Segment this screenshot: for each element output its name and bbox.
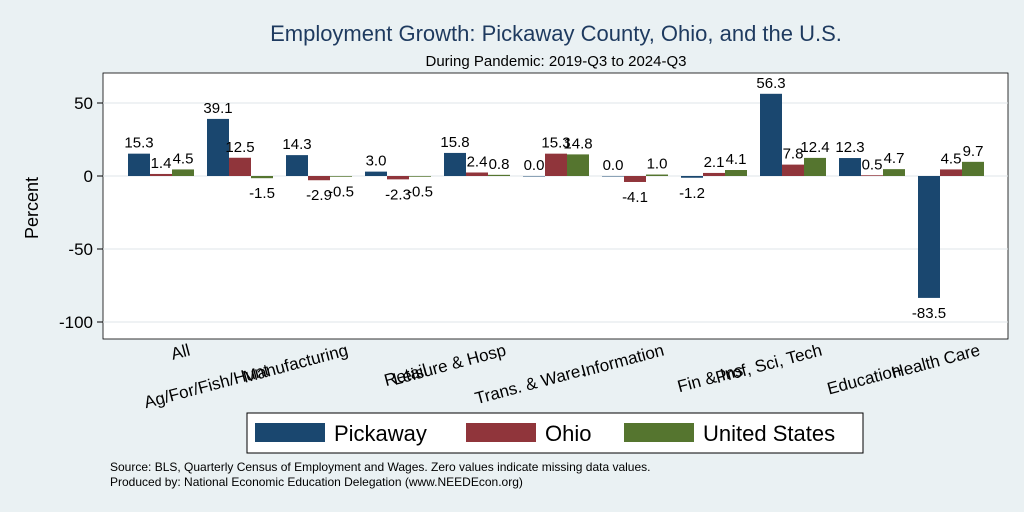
bar-united-states xyxy=(409,176,431,177)
legend-swatch xyxy=(624,423,694,442)
data-label: 2.4 xyxy=(467,153,488,170)
data-label: 1.0 xyxy=(647,156,668,173)
legend-box xyxy=(246,412,864,454)
data-label: 0.0 xyxy=(603,157,624,174)
y-tick-label: 50 xyxy=(74,94,93,113)
bar-united-states xyxy=(567,154,589,176)
bar-united-states xyxy=(172,169,194,176)
data-label: -1.5 xyxy=(249,185,275,202)
y-axis: 50 0 -50 -100 xyxy=(59,94,103,332)
data-label: -0.5 xyxy=(328,184,354,201)
bar-pickaway xyxy=(839,158,861,176)
data-label: 12.3 xyxy=(835,139,864,156)
producer-note: Produced by: National Economic Education… xyxy=(110,475,523,489)
bar-united-states xyxy=(883,169,905,176)
bar-pickaway xyxy=(444,152,466,176)
data-label: -2.3 xyxy=(385,186,411,203)
bar-ohio xyxy=(466,172,488,176)
x-tick-label: All xyxy=(169,341,192,364)
bar-ohio xyxy=(940,169,962,176)
data-label: 56.3 xyxy=(756,75,785,92)
data-label: 15.3 xyxy=(124,135,153,152)
bar-pickaway xyxy=(681,176,703,178)
bar-ohio xyxy=(703,172,725,176)
data-label: 4.7 xyxy=(884,150,905,167)
bar-pickaway xyxy=(918,176,940,298)
data-label: 14.8 xyxy=(563,135,592,152)
data-label: 2.1 xyxy=(704,154,725,171)
data-label: 15.3 xyxy=(541,135,570,152)
bar-pickaway xyxy=(286,155,308,176)
legend-label: Ohio xyxy=(545,421,591,446)
bar-united-states xyxy=(251,176,273,179)
bar-pickaway xyxy=(128,153,150,176)
data-label: 12.5 xyxy=(225,139,254,156)
data-label: -2.9 xyxy=(306,187,332,204)
plot-area xyxy=(102,72,1009,340)
data-label: 15.8 xyxy=(440,134,469,151)
legend-swatch xyxy=(466,423,536,442)
data-label: 14.3 xyxy=(282,136,311,153)
bar-ohio xyxy=(150,173,172,176)
bar-united-states xyxy=(646,174,668,176)
legend-label: United States xyxy=(703,421,835,446)
data-label: 9.7 xyxy=(963,143,984,160)
legend-label: Pickaway xyxy=(334,421,427,446)
data-label: -0.5 xyxy=(407,184,433,201)
bar-pickaway xyxy=(760,93,782,176)
chart-title: Employment Growth: Pickaway County, Ohio… xyxy=(270,21,842,46)
bar-ohio xyxy=(861,175,883,176)
data-label: -83.5 xyxy=(912,305,946,322)
data-label: 4.1 xyxy=(726,151,747,168)
chart-subtitle: During Pandemic: 2019-Q3 to 2024-Q3 xyxy=(426,53,687,70)
bar-ohio xyxy=(308,176,330,181)
data-label: 12.4 xyxy=(800,139,829,156)
data-label: 0.8 xyxy=(489,156,510,173)
y-axis-label: Percent xyxy=(22,177,42,239)
source-note: Source: BLS, Quarterly Census of Employm… xyxy=(110,460,651,474)
y-tick-label: 0 xyxy=(84,167,93,186)
bar-pickaway xyxy=(365,171,387,176)
bar-ohio xyxy=(545,153,567,176)
legend-swatch xyxy=(255,423,325,442)
data-label: 4.5 xyxy=(941,150,962,167)
data-label: -1.2 xyxy=(679,185,705,202)
bar-united-states xyxy=(804,157,826,176)
bars-group xyxy=(128,93,984,298)
bar-ohio xyxy=(782,164,804,176)
bar-united-states xyxy=(488,174,510,176)
bar-ohio xyxy=(229,157,251,176)
bar-pickaway xyxy=(523,176,545,177)
data-label: 1.4 xyxy=(151,155,172,172)
data-label: 4.5 xyxy=(173,150,194,167)
bar-pickaway xyxy=(207,118,229,176)
bar-ohio xyxy=(624,176,646,182)
data-labels-group: 15.31.4 4.539.112.5-1.514.3-2.9-0.53.0-2.… xyxy=(124,75,983,322)
legend: Pickaway Ohio United States xyxy=(246,412,864,454)
bar-ohio xyxy=(387,176,409,180)
bar-united-states xyxy=(962,161,984,176)
data-label: 39.1 xyxy=(203,100,232,117)
bar-pickaway xyxy=(602,176,624,177)
data-label: 0.0 xyxy=(524,157,545,174)
data-label: 3.0 xyxy=(366,153,387,170)
y-tick-label: -100 xyxy=(59,313,93,332)
bar-united-states xyxy=(330,176,352,177)
bar-united-states xyxy=(725,170,747,176)
data-label: 7.8 xyxy=(783,146,804,163)
data-label: 0.5 xyxy=(862,156,883,173)
data-label: -4.1 xyxy=(622,189,648,206)
y-tick-label: -50 xyxy=(68,240,93,259)
